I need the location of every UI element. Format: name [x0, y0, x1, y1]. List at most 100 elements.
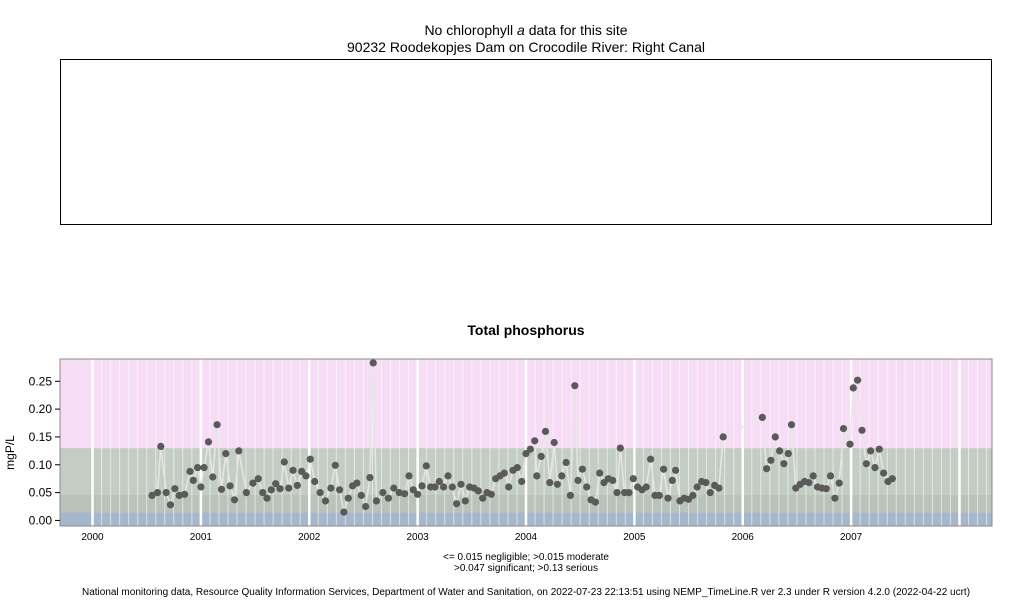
- message-post: data for this site: [528, 22, 628, 38]
- message-italic-a: a: [517, 22, 525, 38]
- data-point: [763, 465, 771, 473]
- data-point: [867, 447, 875, 455]
- message-pre: No chlorophyll: [424, 22, 514, 38]
- data-point: [513, 464, 521, 472]
- data-point: [553, 480, 562, 488]
- data-point: [702, 479, 710, 487]
- data-point: [574, 476, 582, 484]
- data-point: [372, 497, 380, 505]
- data-point: [591, 498, 600, 506]
- data-point: [344, 494, 352, 502]
- data-point: [500, 469, 508, 477]
- x-tick-label: 2003: [407, 532, 430, 543]
- data-point: [839, 425, 848, 433]
- data-point: [340, 508, 348, 516]
- data-point: [453, 500, 461, 508]
- data-point: [875, 445, 883, 453]
- data-point: [384, 494, 392, 502]
- data-point: [758, 413, 766, 421]
- data-point: [550, 438, 558, 447]
- data-point: [331, 461, 339, 469]
- data-point: [526, 445, 534, 453]
- data-point: [809, 472, 817, 480]
- y-tick-label: 0.00: [29, 513, 53, 527]
- data-point: [461, 497, 469, 505]
- data-point: [771, 433, 779, 441]
- data-point: [311, 477, 319, 486]
- data-point: [235, 447, 243, 455]
- data-point: [566, 491, 575, 499]
- data-point: [254, 475, 262, 483]
- x-tick-label: 2000: [81, 532, 104, 543]
- data-point: [835, 479, 843, 487]
- data-point: [422, 462, 430, 470]
- data-point: [664, 494, 672, 502]
- data-point: [672, 466, 680, 474]
- data-point: [242, 489, 250, 497]
- data-point: [435, 477, 443, 486]
- data-point: [831, 494, 839, 502]
- data-point: [186, 467, 194, 475]
- chlorophyll-empty-panel: [60, 59, 992, 225]
- data-point: [780, 460, 788, 468]
- x-tick-label: 2006: [732, 532, 755, 543]
- plot-border: [59, 358, 993, 527]
- data-point: [366, 474, 374, 482]
- data-point: [858, 426, 866, 434]
- data-point: [379, 489, 387, 497]
- data-point: [719, 433, 727, 441]
- data-point: [805, 479, 813, 487]
- y-axis-label: mgP/L: [3, 435, 17, 470]
- x-tick-label: 2004: [515, 532, 538, 543]
- data-point: [457, 480, 465, 488]
- x-tick-label: 2007: [840, 532, 863, 543]
- y-tick-label: 0.20: [29, 402, 53, 416]
- data-point: [148, 491, 156, 499]
- data-point: [784, 450, 792, 458]
- data-point: [479, 494, 487, 502]
- data-point: [629, 475, 637, 483]
- data-point: [715, 484, 723, 492]
- data-point: [285, 484, 293, 492]
- data-point: [871, 464, 879, 472]
- data-point: [533, 472, 541, 480]
- data-point: [390, 484, 398, 492]
- footer-credit: National monitoring data, Resource Quali…: [81, 587, 971, 598]
- data-point: [362, 502, 370, 511]
- data-point: [854, 376, 862, 384]
- data-point: [336, 486, 344, 494]
- data-point: [558, 472, 566, 480]
- x-tick-label: 2002: [298, 532, 321, 543]
- data-point: [531, 437, 539, 445]
- data-point: [175, 491, 183, 499]
- data-point: [321, 497, 330, 505]
- data-point: [249, 479, 257, 487]
- data-point: [209, 473, 217, 481]
- data-point: [693, 483, 701, 491]
- data-point: [541, 427, 550, 435]
- data-point: [267, 486, 275, 494]
- data-point: [660, 465, 668, 473]
- x-tick-label: 2005: [623, 532, 646, 543]
- data-point: [822, 485, 830, 493]
- data-point: [166, 501, 175, 509]
- data-point: [642, 483, 650, 491]
- data-point: [518, 477, 526, 486]
- data-point: [353, 479, 361, 487]
- y-tick-label: 0.10: [29, 458, 53, 472]
- data-point: [306, 455, 314, 463]
- legend-line-1: <= 0.015 negligible; >0.015 moderate: [443, 552, 609, 563]
- data-point: [194, 464, 202, 472]
- y-tick-label: 0.25: [29, 374, 53, 388]
- data-point: [625, 489, 633, 497]
- data-point: [888, 475, 896, 483]
- data-point: [418, 482, 426, 490]
- data-point: [327, 484, 335, 492]
- data-point: [846, 440, 854, 448]
- data-point: [440, 483, 448, 491]
- data-point: [578, 465, 587, 473]
- data-point: [689, 491, 697, 499]
- data-point: [448, 483, 456, 491]
- data-point: [668, 476, 676, 484]
